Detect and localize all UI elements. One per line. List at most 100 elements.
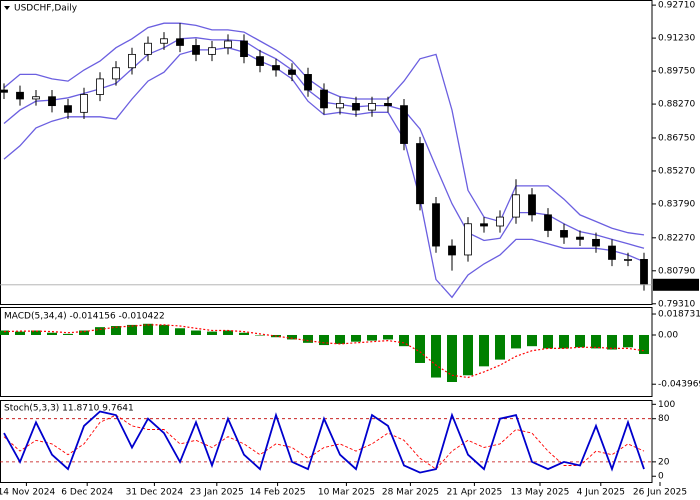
y-tick-label: 0.80790 — [658, 266, 695, 276]
candle-body — [576, 236, 584, 240]
candle-body — [240, 40, 248, 58]
macd-bar — [159, 324, 169, 335]
y-tick-label: 0.89750 — [658, 67, 695, 77]
candle-body — [144, 42, 152, 55]
y-tick-label: 0.92710 — [658, 1, 695, 11]
macd-bar — [63, 333, 73, 335]
y-tick-label: 0 — [658, 472, 664, 482]
macd-bar — [463, 334, 473, 376]
candle-body — [128, 53, 136, 69]
candle-body — [464, 223, 472, 256]
candle-body — [352, 103, 360, 111]
y-tick-label: 0.88270 — [658, 100, 695, 110]
y-tick-label: 0.85270 — [658, 166, 695, 176]
y-tick-label: 0.018731 — [658, 310, 700, 320]
macd-bar — [31, 330, 41, 335]
candle-body — [272, 65, 280, 71]
macd-bar — [143, 323, 153, 335]
macd-bar — [207, 331, 217, 335]
candle-body — [400, 105, 408, 144]
candle-body — [80, 94, 88, 113]
macd-bar — [0, 330, 9, 335]
candle-body — [48, 96, 56, 107]
candle-body — [176, 38, 184, 46]
candle-body — [368, 103, 376, 111]
macd-bar — [639, 334, 649, 355]
macd-bar — [191, 330, 201, 335]
y-tick-label: -0.043969 — [658, 380, 700, 390]
x-tick-label: 26 Jun 2025 — [633, 488, 687, 498]
macd-bar — [623, 334, 633, 348]
macd-bar — [175, 328, 185, 335]
macd-bar — [95, 327, 105, 335]
panel-frame — [0, 307, 653, 397]
candle-body — [384, 103, 392, 107]
candle-body — [32, 96, 40, 100]
macd-bar — [511, 334, 521, 349]
candle-body — [560, 230, 568, 238]
candle-body — [496, 216, 504, 227]
candle-body — [304, 74, 312, 91]
y-tick-label: 0.82270 — [658, 233, 695, 243]
macd-bar — [495, 334, 505, 360]
macd-bar — [319, 334, 329, 346]
macd-bar — [559, 334, 569, 349]
candle-body — [112, 67, 120, 80]
candle-body — [256, 56, 264, 66]
macd-bar — [79, 330, 89, 335]
panel-title: Stoch(5,3,3) 11.8710 9.7641 — [4, 404, 134, 414]
x-tick-label: 31 Dec 2024 — [126, 488, 184, 498]
x-tick-label: 23 Jan 2025 — [190, 488, 244, 498]
macd-bar — [255, 334, 265, 336]
x-tick-label: 14 Nov 2024 — [0, 488, 55, 498]
candle-body — [432, 203, 440, 247]
x-tick-label: 21 Apr 2025 — [447, 488, 503, 498]
candle-body — [592, 238, 600, 247]
candle-body — [192, 45, 200, 55]
macd-bar — [607, 334, 617, 350]
macd-bar — [15, 331, 25, 335]
candle-body — [224, 40, 232, 49]
macd-bar — [287, 334, 297, 340]
candle-body — [0, 89, 8, 93]
candle-body — [16, 91, 24, 100]
candle-body — [448, 245, 456, 256]
macd-bar — [47, 332, 57, 335]
candle-body — [544, 214, 552, 231]
macd-bar — [447, 334, 457, 383]
candle-body — [96, 78, 104, 95]
macd-bar — [543, 334, 553, 349]
macd-bar — [335, 334, 345, 344]
y-tick-label: 0.00 — [658, 330, 678, 340]
x-tick-label: 4 Jun 2025 — [577, 488, 625, 498]
chart-title: USDCHF,Daily — [14, 4, 78, 14]
macd-bar — [527, 334, 537, 347]
candle-body — [320, 89, 328, 109]
y-tick-label: 20 — [658, 457, 670, 467]
macd-bar — [303, 334, 313, 343]
y-tick-label: 0.91230 — [658, 34, 695, 44]
macd-bar — [127, 324, 137, 335]
panel-title: MACD(5,34,4) -0.014156 -0.010422 — [4, 312, 165, 322]
x-tick-label: 28 Mar 2025 — [382, 488, 439, 498]
macd-bar — [111, 326, 121, 335]
bollinger-band — [3, 47, 645, 299]
y-tick-label: 0.79310 — [658, 299, 695, 309]
current-price-box — [653, 278, 699, 291]
x-tick-label: 10 Mar 2025 — [318, 488, 375, 498]
candle-body — [608, 245, 616, 260]
candle-body — [640, 259, 648, 285]
x-tick-label: 13 May 2025 — [511, 488, 570, 498]
panel-frame — [0, 400, 653, 483]
macd-bar — [367, 334, 377, 341]
candle-body — [288, 69, 296, 75]
candle-body — [336, 103, 344, 109]
candle-body — [64, 105, 72, 113]
candle-body — [512, 194, 520, 218]
macd-bar — [591, 334, 601, 349]
macd-signal — [3, 324, 645, 379]
x-tick-label: 14 Feb 2025 — [250, 488, 306, 498]
y-tick-label: 0.86750 — [658, 133, 695, 143]
